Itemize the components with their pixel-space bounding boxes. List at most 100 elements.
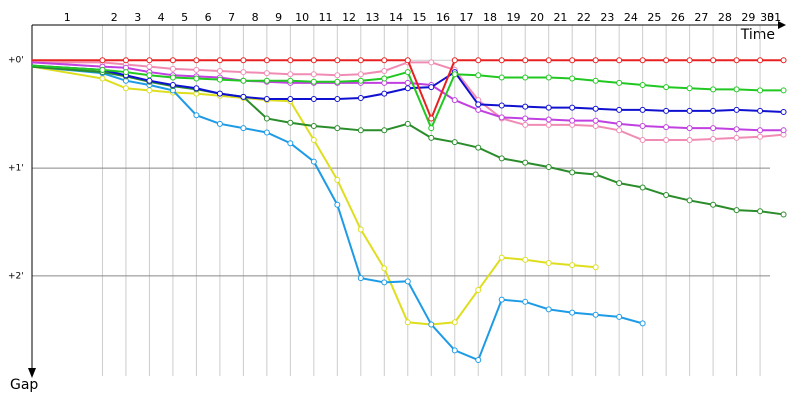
data-point	[428, 84, 435, 91]
x-tick-label: 5	[181, 11, 188, 24]
data-point	[639, 122, 646, 129]
data-point	[733, 86, 740, 93]
x-tick-label: 15	[413, 11, 427, 24]
data-point	[522, 121, 529, 128]
data-point	[263, 129, 270, 136]
x-tick-label: 31	[767, 11, 781, 24]
x-tick-label: 1	[64, 11, 71, 24]
data-point	[757, 57, 764, 64]
data-point	[592, 77, 599, 84]
data-point	[498, 296, 505, 303]
data-point	[169, 74, 176, 81]
data-point	[404, 57, 411, 64]
x-tick-label: 9	[275, 11, 282, 24]
x-axis-arrow	[778, 21, 786, 29]
data-point	[545, 306, 552, 313]
data-point	[733, 57, 740, 64]
data-point	[545, 121, 552, 128]
data-point	[193, 57, 200, 64]
data-point	[287, 71, 294, 78]
data-point	[99, 75, 106, 82]
y-tick-label: +2'	[8, 271, 24, 281]
data-point	[569, 104, 576, 111]
data-point	[639, 82, 646, 89]
data-point	[545, 116, 552, 123]
data-point	[216, 76, 223, 83]
data-point	[522, 115, 529, 122]
data-point	[193, 66, 200, 73]
data-point	[428, 321, 435, 328]
data-point	[757, 107, 764, 114]
data-point	[780, 108, 787, 115]
data-point	[169, 65, 176, 72]
data-point	[381, 279, 388, 286]
data-point	[686, 137, 693, 144]
data-point	[451, 319, 458, 326]
data-point	[216, 67, 223, 74]
data-point	[122, 85, 129, 92]
data-point	[287, 57, 294, 64]
data-point	[451, 347, 458, 354]
data-point	[193, 85, 200, 92]
x-tick-label: 14	[389, 11, 403, 24]
data-point	[193, 75, 200, 82]
data-point	[334, 176, 341, 183]
data-point	[569, 75, 576, 82]
data-point	[404, 69, 411, 76]
data-point	[310, 137, 317, 144]
data-point	[757, 127, 764, 134]
data-point	[780, 57, 787, 64]
data-point	[475, 144, 482, 151]
data-point	[639, 57, 646, 64]
x-tick-label: 19	[506, 11, 520, 24]
x-tick-label: 23	[600, 11, 614, 24]
data-point	[592, 264, 599, 271]
data-point	[569, 169, 576, 176]
data-point	[569, 57, 576, 64]
x-tick-label: 17	[459, 11, 473, 24]
data-point	[357, 275, 364, 282]
data-point	[780, 87, 787, 94]
data-point	[710, 86, 717, 93]
data-point	[498, 102, 505, 109]
x-tick-label: 10	[295, 11, 309, 24]
x-tick-label: 30	[760, 11, 774, 24]
data-point	[240, 57, 247, 64]
x-tick-label: 24	[624, 11, 638, 24]
data-point	[193, 112, 200, 119]
data-point	[710, 107, 717, 114]
data-point	[780, 127, 787, 134]
data-point	[686, 197, 693, 204]
data-point	[381, 67, 388, 74]
data-point	[404, 278, 411, 285]
data-point	[146, 57, 153, 64]
y-tick-label: +0'	[8, 56, 24, 66]
data-point	[592, 117, 599, 124]
data-point	[263, 115, 270, 122]
x-tick-label: 3	[134, 11, 141, 24]
data-point	[663, 57, 670, 64]
data-point	[639, 184, 646, 191]
data-point	[686, 107, 693, 114]
data-point	[733, 106, 740, 113]
data-point	[475, 286, 482, 293]
x-tick-label: 8	[252, 11, 259, 24]
data-point	[216, 120, 223, 127]
data-point	[475, 101, 482, 108]
data-point	[428, 59, 435, 66]
data-point	[475, 357, 482, 364]
data-point	[616, 127, 623, 134]
data-point	[710, 135, 717, 142]
data-point	[381, 75, 388, 82]
data-point	[122, 69, 129, 76]
data-point	[663, 137, 670, 144]
data-point	[381, 127, 388, 134]
data-point	[592, 171, 599, 178]
data-point	[710, 125, 717, 132]
data-point	[522, 74, 529, 81]
x-tick-label: 25	[647, 11, 661, 24]
data-point	[780, 211, 787, 218]
data-point	[592, 57, 599, 64]
data-point	[663, 84, 670, 91]
data-point	[498, 57, 505, 64]
